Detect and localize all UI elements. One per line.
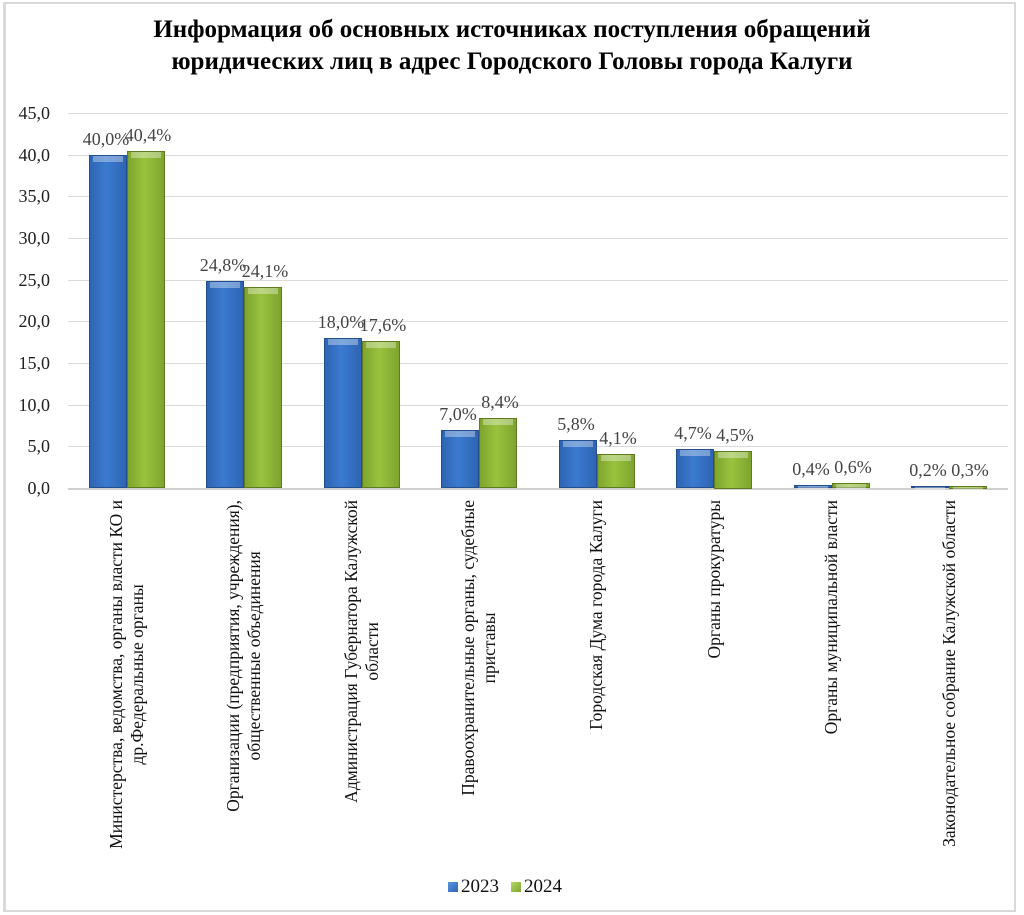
category-label: Правоохранительные органы, судебные прист… [458,500,499,796]
data-label: 0,3% [951,460,989,480]
bar-2024-4 [597,454,635,488]
data-label: 4,5% [716,425,754,445]
legend: 2023 2024 [448,876,574,898]
chart-title-line-2: юридических лиц в адрес Городского Голов… [171,48,853,75]
legend-item-2023: 2023 [448,876,499,898]
gridline [68,405,1008,406]
gridline [68,321,1008,322]
gridline [68,280,1008,281]
y-tick-label: 35,0 [18,186,51,206]
data-label: 0,4% [792,459,830,479]
gridline [68,363,1008,364]
category-label: Органы муниципальной власти [821,500,841,735]
y-tick-label: 45,0 [18,103,51,123]
bar-2023-3 [441,430,479,488]
data-label: 40,4% [124,125,172,145]
bar-2023-5 [676,449,714,488]
bar-2023-6 [794,485,832,492]
y-tick-label: 20,0 [18,311,51,331]
data-label: 8,4% [481,392,519,412]
category-label: Организации (предприятия, учреждения), об… [223,500,264,812]
data-label: 24,8% [199,255,247,275]
y-tick-label: 25,0 [18,270,51,290]
data-label: 5,8% [557,414,595,434]
bar-2023-0 [89,155,127,488]
bar-2023-4 [559,440,597,488]
gridline [68,446,1008,447]
legend-swatch-2023-icon [448,882,458,892]
data-label: 7,0% [439,404,477,424]
category-label: Министерства, ведомства, органы власти К… [106,500,147,849]
chart-title-line-1: Информация об основных источниках поступ… [153,16,871,43]
bar-2024-6 [832,483,870,490]
data-label: 24,1% [241,261,289,281]
y-tick-label: 40,0 [18,145,51,165]
data-label: 0,6% [834,457,872,477]
bar-2024-5 [714,451,752,489]
bar-2024-2 [362,341,400,488]
gridline [68,196,1008,197]
y-tick-label: 30,0 [18,228,51,248]
bar-2023-1 [206,281,244,488]
y-tick-label: 5,0 [27,436,51,456]
data-label: 4,7% [674,423,712,443]
bar-2023-2 [324,338,362,488]
y-tick-label: 0,0 [27,478,51,498]
data-label: 18,0% [317,312,365,332]
legend-item-2024: 2024 [511,876,562,898]
x-axis-line [68,488,1008,490]
bar-2024-7 [949,486,987,493]
gridline [68,113,1008,114]
data-label: 17,6% [359,315,407,335]
bar-2023-7 [911,486,949,493]
data-label: 4,1% [599,428,637,448]
legend-swatch-2024-icon [511,882,521,892]
category-label: Органы прокуратуры [704,500,724,659]
y-tick-label: 10,0 [18,395,51,415]
legend-label-2023: 2023 [461,876,499,897]
y-tick-label: 15,0 [18,353,51,373]
bar-2024-1 [244,287,282,488]
legend-label-2024: 2024 [524,876,562,897]
bar-2024-3 [479,418,517,488]
category-label: Администрация Губернатора Калужской облас… [341,500,382,803]
category-label: Законодательное собрание Калужской облас… [939,500,959,847]
bar-2024-0 [127,151,165,488]
category-label: Городская Дума города Калуги [586,500,606,730]
gridline [68,155,1008,156]
chart-title: Информация об основных источниках поступ… [0,14,1024,78]
gridline [68,238,1008,239]
data-label: 0,2% [909,460,947,480]
data-label: 40,0% [82,129,130,149]
